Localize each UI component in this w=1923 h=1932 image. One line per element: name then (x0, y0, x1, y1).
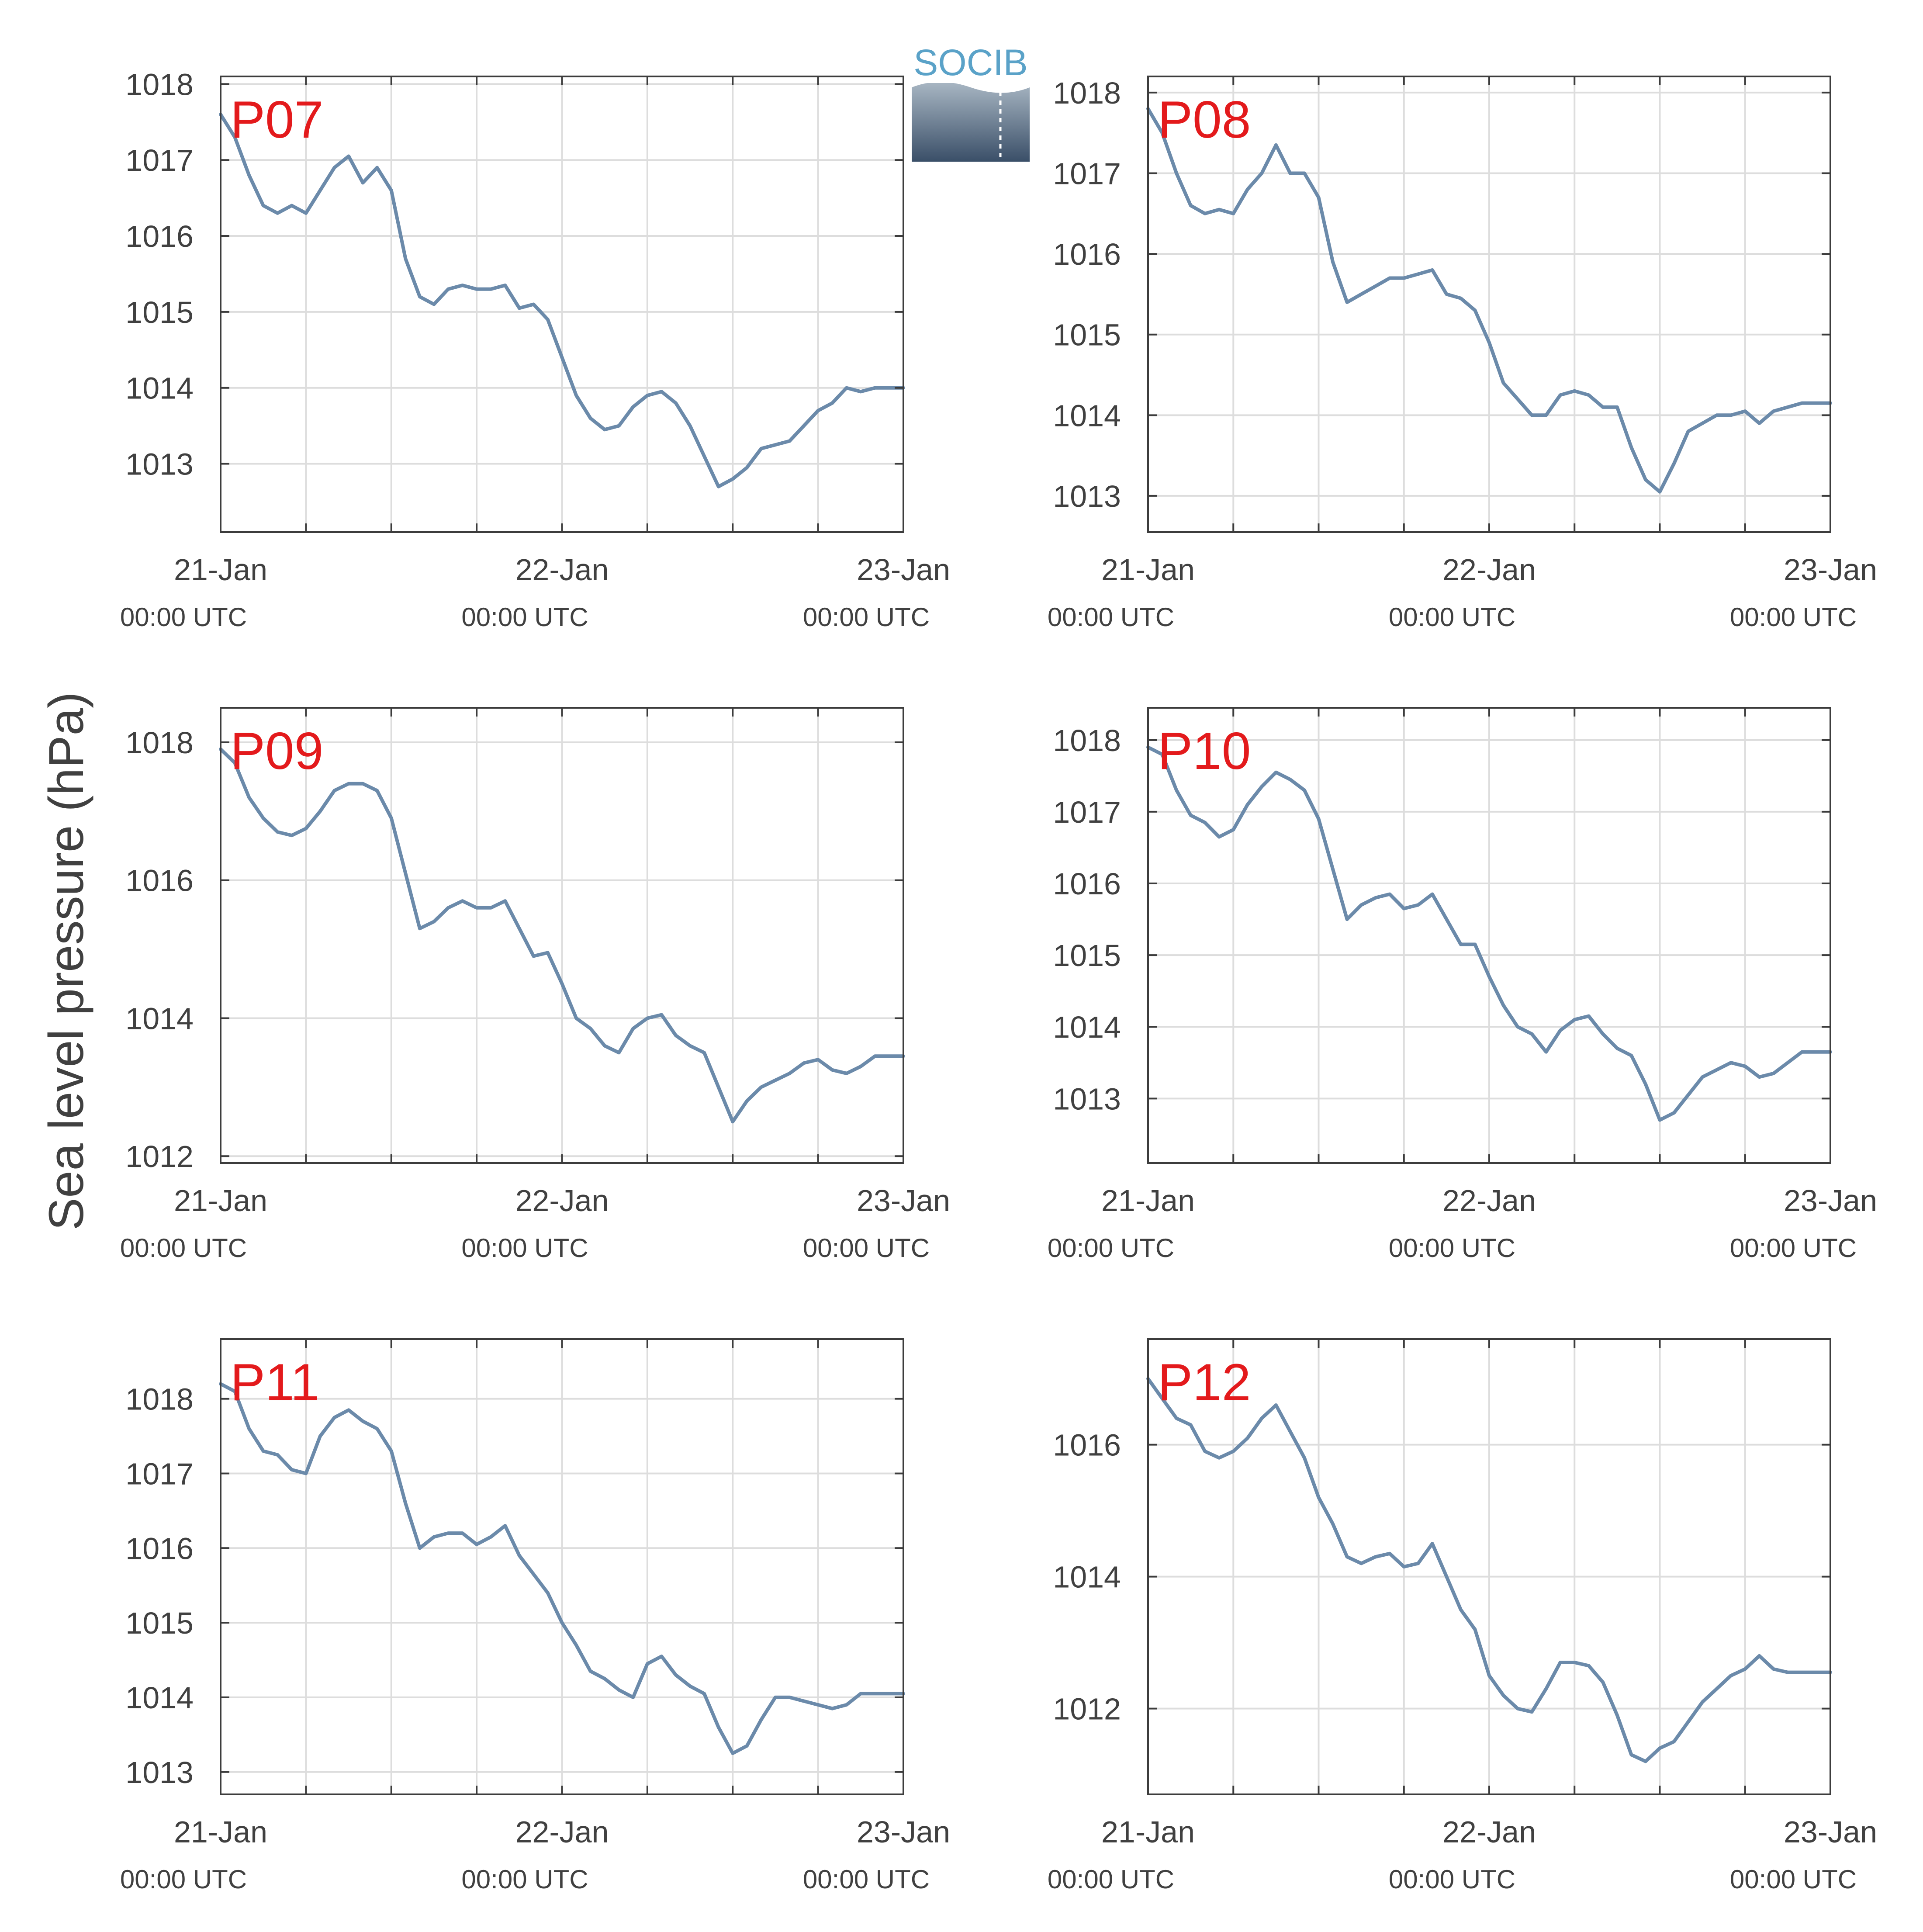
y-tick-label: 1015 (125, 1606, 194, 1640)
y-tick-label: 1013 (1053, 479, 1121, 513)
x-tick-label-time: 00:00 UTC (1730, 602, 1857, 632)
y-axis-label: Sea level pressure (hPa) (39, 692, 93, 1231)
panel-label: P12 (1158, 1353, 1251, 1412)
panel-label: P07 (230, 90, 324, 149)
x-tick-label-time: 00:00 UTC (1048, 602, 1174, 632)
y-tick-label: 1018 (1053, 724, 1121, 758)
x-tick-label-date: 22-Jan (515, 1184, 609, 1218)
x-tick-label-time: 00:00 UTC (120, 1865, 247, 1894)
panel-p08: 1013 1014 1015 1016 1017 1018 21-Jan 00:00 UTC 2… (1048, 76, 1877, 632)
y-tick-label: 1012 (125, 1139, 194, 1174)
y-tick-label: 1013 (125, 1755, 194, 1790)
y-tick-label: 1016 (125, 219, 194, 253)
y-tick-label: 1018 (1053, 76, 1121, 110)
x-tick-label-time: 00:00 UTC (1389, 1233, 1515, 1263)
panel-label: P10 (1158, 722, 1251, 780)
x-tick-label-date: 21-Jan (1101, 1815, 1195, 1849)
x-tick-label-time: 00:00 UTC (120, 1233, 247, 1263)
x-tick-label-time: 00:00 UTC (1389, 602, 1515, 632)
x-tick-label-time: 00:00 UTC (1048, 1233, 1174, 1263)
panel-label: P09 (230, 722, 324, 780)
series-line-p07 (219, 112, 905, 488)
panel-p11: 1013 1014 1015 1016 1017 1018 21-Jan 00:00 UTC 2… (120, 1338, 950, 1894)
x-tick-label-time: 00:00 UTC (1730, 1865, 1857, 1894)
x-tick-label-date: 23-Jan (857, 1184, 950, 1218)
y-tick-label: 1014 (125, 1001, 194, 1035)
x-tick-label-date: 23-Jan (1784, 1184, 1877, 1218)
panel-p10: 1013 1014 1015 1016 1017 1018 21-Jan 00:00 UTC 2… (1048, 707, 1877, 1263)
socib-logo: SOCIB (912, 42, 1030, 162)
panel-p12: 1012 1014 1016 21-Jan 00:00 UTC 22-Jan 00:00 U… (1048, 1338, 1877, 1894)
x-tick-label-time: 00:00 UTC (461, 1233, 588, 1263)
x-tick-label-date: 21-Jan (1101, 1184, 1195, 1218)
x-tick-label-date: 22-Jan (1442, 553, 1536, 587)
y-tick-label: 1017 (1053, 157, 1121, 191)
x-tick-label-time: 00:00 UTC (461, 1865, 588, 1894)
series-line-p11 (219, 1382, 905, 1755)
panel-p09: 1012 1014 1016 1018 21-Jan 00:00 UTC 22-Jan 00:… (120, 707, 950, 1263)
x-tick-label-time: 00:00 UTC (803, 1233, 930, 1263)
x-tick-label-date: 21-Jan (1101, 553, 1195, 587)
y-tick-label: 1014 (125, 371, 194, 405)
x-tick-label-date: 22-Jan (515, 553, 609, 587)
y-tick-label: 1016 (1053, 867, 1121, 901)
y-tick-label: 1014 (1053, 1010, 1121, 1044)
x-tick-label-date: 22-Jan (1442, 1184, 1536, 1218)
y-tick-label: 1017 (125, 1457, 194, 1491)
x-tick-label-time: 00:00 UTC (1730, 1233, 1857, 1263)
socib-logo-text: SOCIB (913, 42, 1027, 83)
y-tick-label: 1012 (1053, 1692, 1121, 1726)
y-tick-label: 1013 (1053, 1082, 1121, 1116)
y-tick-label: 1017 (125, 143, 194, 177)
y-tick-label: 1013 (125, 447, 194, 481)
y-tick-label: 1016 (125, 864, 194, 898)
y-tick-label: 1018 (125, 67, 194, 101)
y-tick-label: 1016 (1053, 1428, 1121, 1462)
y-tick-label: 1018 (125, 1382, 194, 1416)
series-line-p12 (1146, 1377, 1832, 1763)
x-tick-label-time: 00:00 UTC (803, 602, 930, 632)
x-tick-label-date: 22-Jan (1442, 1815, 1536, 1849)
x-tick-label-date: 21-Jan (174, 553, 267, 587)
x-tick-label-date: 21-Jan (174, 1184, 267, 1218)
x-tick-label-date: 21-Jan (174, 1815, 267, 1849)
x-tick-label-time: 00:00 UTC (1389, 1865, 1515, 1894)
y-tick-label: 1015 (1053, 938, 1121, 973)
series-line-p08 (1146, 107, 1832, 494)
x-tick-label-date: 22-Jan (515, 1815, 609, 1849)
y-tick-label: 1018 (125, 726, 194, 760)
x-tick-label-time: 00:00 UTC (461, 602, 588, 632)
y-tick-label: 1015 (1053, 318, 1121, 352)
y-tick-label: 1016 (125, 1531, 194, 1565)
panel-p07: 1013 1014 1015 1016 1017 1018 21-Jan 00:00 UTC 2… (120, 67, 950, 632)
panel-label: P11 (230, 1353, 320, 1412)
y-tick-label: 1014 (1053, 1560, 1121, 1594)
series-line-p09 (219, 747, 905, 1124)
x-tick-label-time: 00:00 UTC (1048, 1865, 1174, 1894)
x-tick-label-date: 23-Jan (857, 553, 950, 587)
y-tick-label: 1016 (1053, 237, 1121, 271)
y-tick-label: 1017 (1053, 795, 1121, 829)
y-tick-label: 1015 (125, 295, 194, 329)
y-tick-label: 1014 (1053, 398, 1121, 433)
panel-label: P08 (1158, 90, 1251, 149)
x-tick-label-time: 00:00 UTC (803, 1865, 930, 1894)
x-tick-label-time: 00:00 UTC (120, 602, 247, 632)
series-line-p10 (1146, 745, 1832, 1122)
x-tick-label-date: 23-Jan (1784, 553, 1877, 587)
y-tick-label: 1014 (125, 1681, 194, 1715)
x-tick-label-date: 23-Jan (857, 1815, 950, 1849)
x-tick-label-date: 23-Jan (1784, 1815, 1877, 1849)
